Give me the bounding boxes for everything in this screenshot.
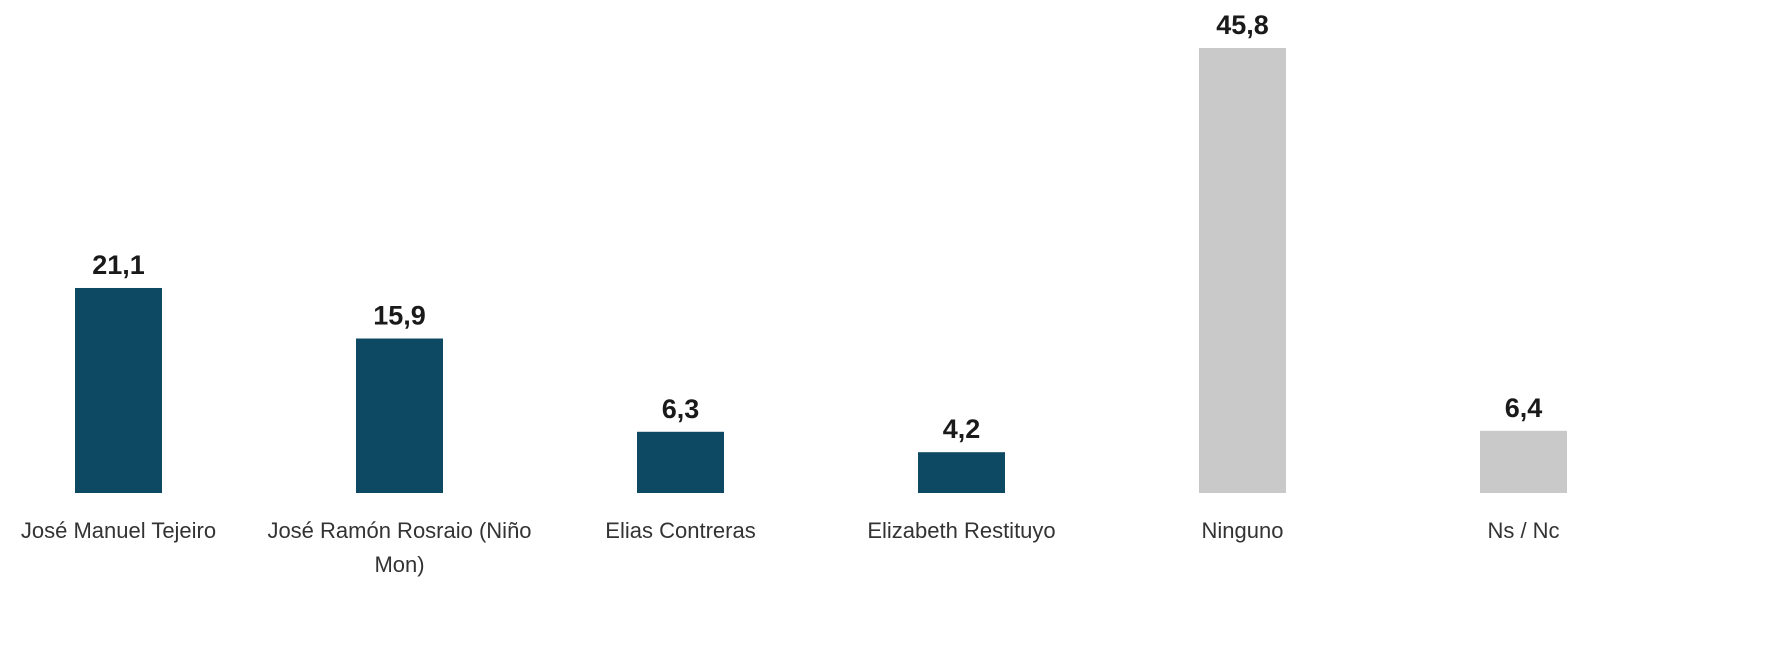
- category-label: José Ramón Rosraio (Niño Mon): [267, 518, 532, 577]
- bar: [918, 452, 1005, 493]
- bar: [75, 287, 162, 493]
- value-label: 6,3: [662, 394, 700, 424]
- category-label: Elizabeth Restituyo: [867, 518, 1056, 543]
- category-label: José Manuel Tejeiro: [20, 518, 217, 543]
- bar: [637, 431, 724, 493]
- value-label: 21,1: [92, 250, 145, 280]
- bar: [1199, 48, 1286, 493]
- value-label: 15,9: [373, 301, 426, 331]
- category-label: Ns / Nc: [1487, 518, 1560, 543]
- bar: [356, 338, 443, 493]
- value-label: 6,4: [1505, 393, 1543, 423]
- value-label: 4,2: [943, 414, 981, 444]
- category-label: Ninguno: [1201, 518, 1284, 543]
- bar: [1480, 430, 1567, 493]
- value-label: 45,8: [1216, 10, 1269, 40]
- category-label: Elias Contreras: [605, 518, 756, 543]
